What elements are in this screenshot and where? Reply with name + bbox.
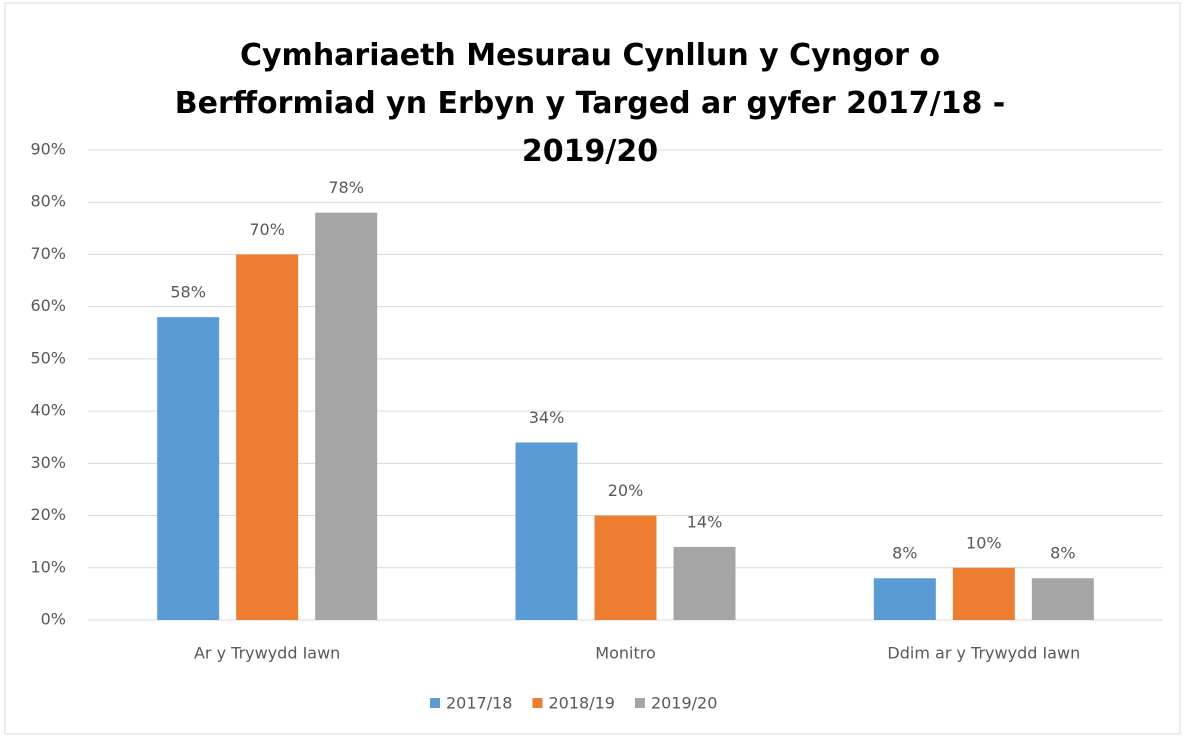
bar [673, 546, 736, 620]
y-tick-label: 90% [30, 140, 66, 159]
y-tick-label: 40% [30, 401, 66, 420]
y-tick-label: 20% [30, 505, 66, 524]
x-tick-label: Ddim ar y Trywydd Iawn [887, 644, 1080, 663]
chart-border [4, 2, 1181, 735]
legend-swatch [634, 698, 645, 708]
y-tick-label: 0% [41, 610, 66, 629]
legend-swatch [430, 698, 440, 708]
data-label: 34% [529, 408, 565, 427]
y-tick-label: 50% [30, 348, 66, 367]
chart-title: Cymhariaeth Mesurau Cynllun y Cyngor o B… [174, 38, 1006, 169]
y-tick-label: 70% [30, 244, 66, 263]
data-label: 20% [608, 481, 644, 500]
data-label: 8% [1050, 544, 1075, 563]
data-label: 58% [170, 283, 206, 302]
bar [315, 212, 378, 620]
bar [236, 254, 299, 620]
legend-label: 2019/20 [651, 694, 717, 713]
bar [1031, 578, 1094, 620]
bar [873, 578, 936, 620]
y-tick-label: 60% [30, 296, 66, 315]
data-label: 70% [249, 220, 285, 239]
y-tick-label: 10% [30, 557, 66, 576]
bar [157, 317, 220, 620]
data-label: 14% [687, 512, 723, 531]
legend-label: 2018/19 [548, 694, 614, 713]
bar [515, 442, 578, 620]
bar [594, 515, 657, 620]
y-tick-label: 30% [30, 453, 66, 472]
legend-label: 2017/18 [446, 694, 512, 713]
data-label: 8% [892, 544, 917, 563]
x-tick-label: Ar y Trywydd Iawn [194, 644, 340, 663]
y-tick-label: 80% [30, 192, 66, 211]
data-label: 10% [966, 533, 1002, 552]
legend-swatch [532, 698, 543, 708]
data-label: 78% [328, 178, 364, 197]
bar [952, 567, 1015, 620]
x-tick-label: Monitro [595, 644, 655, 663]
